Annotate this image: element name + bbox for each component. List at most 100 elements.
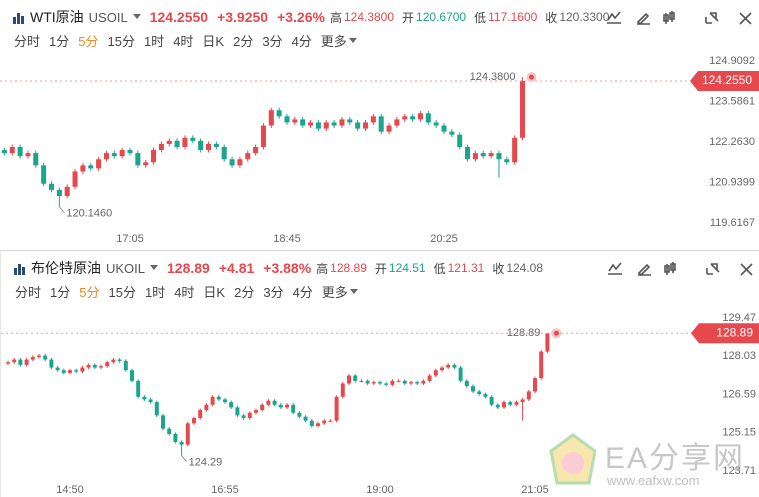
candle-body — [449, 131, 455, 135]
toolbar-icon[interactable] — [607, 11, 621, 24]
toolbar-icon[interactable] — [636, 12, 650, 26]
period-tab[interactable]: 3分 — [262, 34, 283, 49]
caret-shape — [349, 288, 358, 294]
candle-body — [88, 165, 94, 169]
period-tab[interactable]: 日K — [202, 34, 225, 49]
candle-body — [205, 143, 212, 151]
period-tab[interactable]: 2分 — [234, 285, 255, 300]
candle-body — [123, 360, 128, 371]
icon-bar — [13, 16, 16, 24]
period-tab[interactable]: 分时 — [15, 285, 42, 300]
candle-body — [135, 153, 141, 166]
chart-panel: 布伦特原油 UKOIL 128.89 +4.81 +3.88% 高 128.89 开 124.5… — [0, 250, 759, 497]
candle-body — [489, 396, 494, 405]
price-tag-label: 124.2550 — [702, 73, 752, 87]
candle-body — [30, 356, 35, 360]
candle-body — [192, 418, 196, 424]
candle-body — [72, 171, 78, 187]
more-caret[interactable] — [349, 288, 358, 295]
y-tick-label: 126.59 — [722, 388, 756, 400]
period-tab[interactable]: 分时 — [14, 34, 41, 49]
more-caret[interactable] — [348, 37, 357, 44]
y-tick-label: 128.03 — [722, 350, 756, 362]
toolbar-icon[interactable] — [637, 263, 651, 277]
period-tab[interactable]: 15分 — [108, 285, 136, 300]
toolbar-icon[interactable] — [608, 262, 622, 275]
candle-body — [6, 362, 10, 364]
period-tab[interactable]: 日K — [203, 285, 226, 300]
period-tab[interactable]: 更多 — [320, 34, 347, 49]
candle-body — [365, 380, 370, 384]
candle-body — [142, 396, 147, 400]
candle-body — [502, 402, 506, 408]
low-connector — [181, 455, 187, 462]
candle-body — [386, 125, 392, 132]
candle-body — [440, 367, 444, 371]
candle-body — [161, 415, 165, 429]
y-tick-label: 122.2630 — [709, 136, 755, 148]
candle-body — [33, 153, 39, 166]
candle-body — [229, 159, 235, 166]
candle-body — [488, 153, 494, 157]
period-tab[interactable]: 1时 — [144, 285, 166, 300]
toolbar-icon[interactable] — [706, 263, 720, 275]
candle-body — [331, 122, 337, 126]
period-tab[interactable]: 5分 — [78, 34, 99, 49]
period-tab[interactable]: 15分 — [107, 34, 135, 49]
instrument-symbol[interactable]: USOIL — [88, 9, 128, 25]
period-tab[interactable]: 4时 — [174, 285, 195, 300]
x-tick-label: 14:50 — [56, 484, 84, 496]
candle-body — [464, 380, 469, 387]
candle-body — [92, 364, 97, 368]
watermark-brand: EA分享网 — [605, 442, 746, 475]
candle-body — [520, 399, 525, 403]
candle-body — [241, 415, 246, 419]
candle-body — [292, 119, 298, 123]
candle-body — [340, 383, 345, 397]
candle-body — [308, 122, 314, 126]
candle-body — [80, 367, 85, 372]
candle-body — [347, 375, 351, 384]
candle-body — [130, 370, 134, 381]
candle-body — [24, 359, 29, 365]
toolbar-icon[interactable] — [740, 263, 753, 276]
toolbar-icon[interactable] — [705, 12, 719, 24]
last-price-dot — [529, 74, 534, 80]
period-tab[interactable]: 4时 — [173, 34, 194, 49]
candle-body — [402, 380, 407, 384]
symbol-icon — [13, 12, 24, 24]
icon-bar — [18, 263, 21, 275]
period-tab[interactable]: 1分 — [49, 34, 70, 49]
candle-body — [284, 116, 290, 123]
price-change: +4.81 — [218, 260, 255, 276]
period-tab[interactable]: 4分 — [291, 34, 312, 49]
candle-body — [465, 146, 471, 160]
period-tab[interactable]: 2分 — [233, 34, 254, 49]
period-tab[interactable]: 1分 — [50, 285, 71, 300]
period-tab[interactable]: 1时 — [143, 34, 165, 49]
symbol-caret[interactable] — [150, 265, 159, 271]
candle-body — [362, 122, 369, 129]
period-tab[interactable]: 4分 — [292, 285, 313, 300]
stat-value: 124.51 — [388, 261, 426, 275]
period-tabs: 分时 1分 5分 15分 1时 4时 日K 2分 3分 4分 更多 — [15, 282, 358, 301]
candle-body — [185, 423, 190, 445]
toolbar-icon[interactable] — [664, 262, 676, 275]
candle-body — [253, 146, 259, 154]
toolbar-icon[interactable] — [739, 12, 752, 25]
symbol-caret[interactable] — [132, 14, 141, 20]
period-tab[interactable]: 5分 — [79, 285, 100, 300]
stat-value: 120.3300 — [559, 10, 610, 24]
toolbar-icon[interactable] — [663, 11, 675, 24]
candle-body — [245, 153, 251, 160]
candle-body — [378, 382, 382, 384]
price-change: +3.9250 — [217, 9, 269, 25]
candle-body — [394, 119, 400, 126]
x-tick-label: 17:05 — [116, 233, 144, 245]
period-tab[interactable]: 3分 — [263, 285, 284, 300]
candle-body — [136, 380, 141, 397]
instrument-symbol[interactable]: UKOIL — [106, 260, 146, 276]
period-tab[interactable]: 更多 — [321, 285, 348, 300]
candle-body — [229, 402, 234, 408]
candle-body — [198, 410, 203, 419]
